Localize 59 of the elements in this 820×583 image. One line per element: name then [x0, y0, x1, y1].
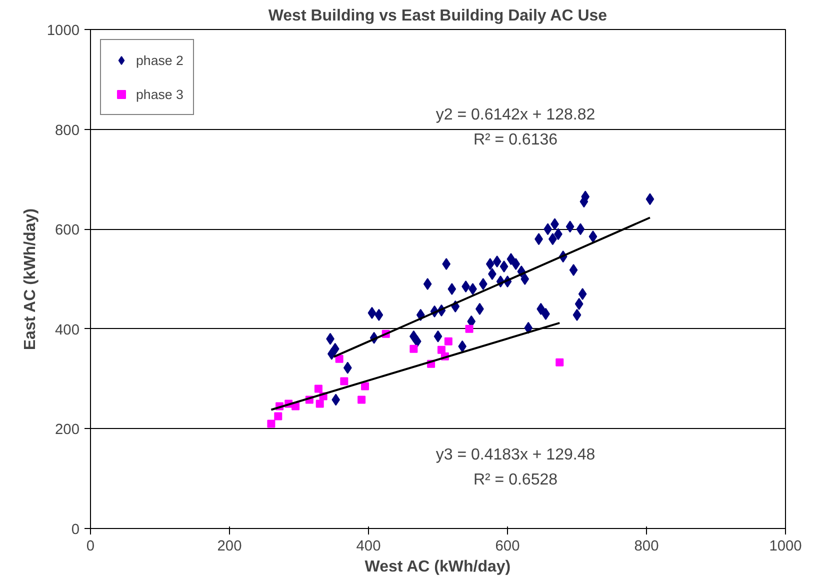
point	[423, 278, 432, 290]
point	[340, 377, 348, 386]
point	[437, 346, 446, 354]
point	[448, 282, 456, 295]
point	[410, 344, 418, 353]
point	[368, 306, 376, 319]
y-tick-label: 200	[55, 422, 80, 438]
point	[358, 396, 366, 404]
point	[274, 412, 282, 420]
point	[646, 193, 654, 206]
x-tick-label: 400	[356, 538, 381, 554]
x-tick-label: 800	[634, 538, 659, 554]
point	[316, 400, 324, 408]
annotation: R² = 0.6528	[473, 472, 558, 488]
point	[500, 260, 508, 273]
y-tick-label: 1000	[46, 23, 80, 39]
point	[588, 230, 598, 243]
point	[335, 354, 344, 363]
point	[314, 384, 322, 393]
point	[578, 288, 587, 300]
point	[569, 264, 578, 276]
point	[343, 362, 352, 374]
point	[572, 308, 582, 321]
point	[576, 223, 585, 236]
point	[486, 258, 494, 270]
point	[412, 335, 422, 348]
point	[492, 256, 502, 268]
annotation: y2 = 0.6142x + 128.82	[436, 106, 596, 124]
x-axis-title: West AC (kWh/day)	[364, 558, 511, 576]
y-tick-label: 400	[55, 322, 80, 338]
x-tick-label: 1000	[769, 538, 802, 554]
point	[330, 342, 340, 355]
point	[556, 358, 564, 366]
point	[536, 302, 546, 315]
y-tick-label: 800	[55, 122, 80, 139]
point	[566, 220, 574, 233]
point	[442, 258, 451, 270]
point	[574, 298, 584, 310]
y-tick-label: 600	[55, 222, 80, 239]
y-axis-title: East AC (kWh/day)	[22, 208, 39, 350]
point	[267, 420, 276, 428]
y-tick-label: 0	[71, 522, 80, 538]
chart-title: West Building vs East Building Daily AC Use	[268, 8, 608, 24]
x-tick-label: 600	[495, 538, 520, 554]
annotation: y3 = 0.4183x + 129.48	[436, 446, 596, 464]
point	[520, 273, 530, 285]
legend-label: phase 2	[136, 52, 184, 68]
point	[374, 308, 384, 321]
point	[506, 253, 516, 266]
point	[524, 322, 533, 334]
point	[434, 330, 442, 342]
x-tick-label: 0	[86, 538, 95, 554]
point	[465, 324, 474, 333]
legend-label: phase 3	[136, 86, 184, 102]
point	[361, 382, 370, 390]
annotation: R² = 0.6136	[473, 132, 558, 148]
x-tick-label: 200	[217, 538, 242, 554]
point	[512, 258, 520, 270]
point	[444, 337, 452, 346]
